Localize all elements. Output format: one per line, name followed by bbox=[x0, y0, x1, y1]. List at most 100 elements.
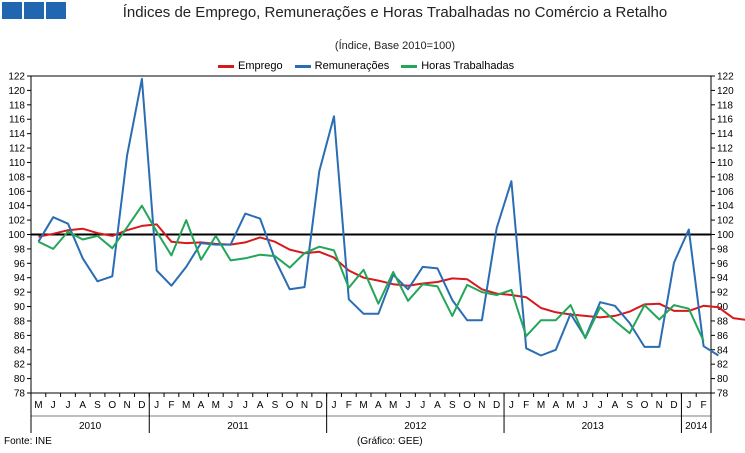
y-tick-label-left: 78 bbox=[14, 389, 26, 400]
month-label: A bbox=[612, 400, 619, 411]
y-tick-label-left: 98 bbox=[14, 244, 26, 255]
month-label: M bbox=[389, 400, 397, 411]
y-tick-label-right: 94 bbox=[717, 273, 729, 284]
month-label: J bbox=[598, 400, 603, 411]
month-label: S bbox=[272, 400, 279, 411]
month-label: A bbox=[79, 400, 86, 411]
month-label: J bbox=[420, 400, 425, 411]
y-tick-label-right: 110 bbox=[717, 158, 733, 169]
month-label: J bbox=[65, 400, 70, 411]
y-tick-label-left: 112 bbox=[9, 144, 25, 155]
month-label: N bbox=[478, 400, 485, 411]
month-label: D bbox=[670, 400, 677, 411]
legend-item-horas: Horas Trabalhadas bbox=[401, 60, 514, 72]
month-label: N bbox=[301, 400, 308, 411]
series-line-remuneracoes bbox=[37, 77, 719, 357]
y-tick-label-left: 94 bbox=[14, 273, 26, 284]
legend-label-emprego: Emprego bbox=[238, 60, 283, 72]
y-tick-label-left: 96 bbox=[14, 259, 26, 270]
month-label: O bbox=[108, 400, 116, 411]
y-tick-label-left: 88 bbox=[14, 316, 26, 327]
y-tick-label-right: 78 bbox=[717, 389, 729, 400]
y-tick-label-right: 120 bbox=[717, 86, 734, 97]
y-tick-label-right: 106 bbox=[717, 187, 734, 198]
y-tick-label-right: 96 bbox=[717, 259, 729, 270]
month-label: J bbox=[686, 400, 691, 411]
y-tick-label-right: 86 bbox=[717, 331, 729, 342]
month-label: M bbox=[566, 400, 574, 411]
month-label: J bbox=[332, 400, 337, 411]
month-label: S bbox=[626, 400, 633, 411]
y-tick-label-left: 110 bbox=[9, 158, 25, 169]
month-label: O bbox=[286, 400, 294, 411]
y-tick-label-left: 120 bbox=[8, 86, 25, 97]
chart-subtitle: (Índice, Base 2010=100) bbox=[334, 40, 456, 52]
legend-item-emprego: Emprego bbox=[218, 60, 283, 72]
month-label: A bbox=[257, 400, 264, 411]
y-tick-label-left: 108 bbox=[8, 172, 25, 183]
legend: Emprego Remunerações Horas Trabalhadas bbox=[218, 60, 514, 72]
month-label: A bbox=[375, 400, 382, 411]
legend-swatch-horas bbox=[401, 64, 418, 68]
month-label: F bbox=[346, 400, 352, 411]
series-line-emprego bbox=[38, 223, 745, 321]
month-label: M bbox=[182, 400, 190, 411]
month-label: J bbox=[154, 400, 159, 411]
y-tick-label-left: 92 bbox=[14, 288, 26, 299]
y-tick-label-right: 116 bbox=[717, 115, 733, 126]
month-label: M bbox=[359, 400, 367, 411]
logo-block-2 bbox=[24, 2, 44, 19]
legend-swatch-remuneracoes bbox=[294, 64, 311, 68]
month-label: D bbox=[138, 400, 145, 411]
month-label: D bbox=[493, 400, 500, 411]
y-tick-label-left: 104 bbox=[8, 201, 25, 212]
month-label: F bbox=[168, 400, 174, 411]
y-tick-label-left: 90 bbox=[14, 302, 26, 313]
legend-swatch-emprego bbox=[218, 64, 234, 68]
month-label: J bbox=[509, 400, 514, 411]
logo-block-1 bbox=[2, 2, 22, 19]
month-label: N bbox=[123, 400, 130, 411]
y-tick-label-left: 84 bbox=[14, 345, 26, 356]
y-tick-label-left: 106 bbox=[8, 187, 25, 198]
year-label: 2013 bbox=[582, 421, 605, 432]
y-tick-label-left: 82 bbox=[14, 360, 26, 371]
month-label: A bbox=[434, 400, 441, 411]
month-label: D bbox=[316, 400, 323, 411]
month-label: N bbox=[656, 400, 663, 411]
y-tick-label-right: 88 bbox=[717, 316, 729, 327]
month-label: F bbox=[523, 400, 529, 411]
legend-label-remuneracoes: Remunerações bbox=[314, 60, 390, 72]
y-tick-label-right: 118 bbox=[717, 100, 733, 111]
y-tick-label-left: 100 bbox=[8, 230, 25, 241]
y-tick-label-left: 80 bbox=[14, 374, 26, 385]
month-label: J bbox=[405, 400, 410, 411]
month-label: O bbox=[641, 400, 649, 411]
month-label: J bbox=[51, 400, 56, 411]
chart-title: Índices de Emprego, Remunerações e Horas… bbox=[122, 4, 668, 21]
y-tick-label-left: 114 bbox=[9, 129, 25, 140]
month-label: M bbox=[34, 400, 42, 411]
year-label: 2010 bbox=[79, 421, 102, 432]
month-label: S bbox=[449, 400, 456, 411]
month-label: J bbox=[243, 400, 248, 411]
month-label: M bbox=[537, 400, 545, 411]
month-label: J bbox=[228, 400, 233, 411]
logo-block-3 bbox=[46, 2, 66, 19]
y-tick-label-right: 114 bbox=[717, 129, 733, 140]
legend-item-remuneracoes: Remunerações bbox=[294, 60, 390, 72]
y-tick-label-right: 92 bbox=[717, 288, 729, 299]
y-tick-label-right: 98 bbox=[717, 244, 729, 255]
y-tick-label-left: 116 bbox=[9, 115, 25, 126]
y-tick-label-left: 118 bbox=[9, 100, 25, 111]
legend-label-horas: Horas Trabalhadas bbox=[421, 60, 515, 72]
month-label: S bbox=[94, 400, 101, 411]
source-note: Fonte: INE bbox=[4, 436, 52, 447]
y-tick-label-right: 102 bbox=[717, 216, 734, 227]
month-label: F bbox=[701, 400, 707, 411]
y-tick-label-right: 84 bbox=[717, 345, 729, 356]
year-label: 2014 bbox=[685, 421, 708, 432]
month-label: J bbox=[583, 400, 588, 411]
y-tick-label-right: 90 bbox=[717, 302, 729, 313]
